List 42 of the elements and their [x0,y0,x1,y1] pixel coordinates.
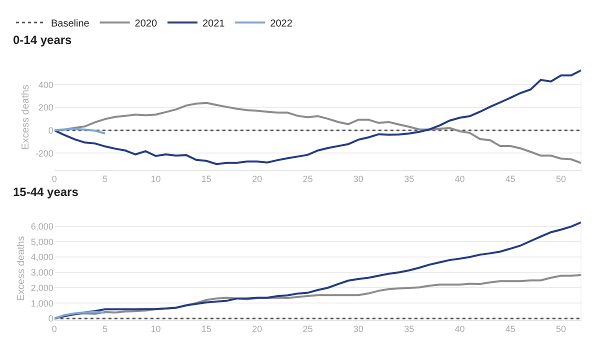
y-tick-label: 0 [48,314,54,324]
y-tick-label: 5,000 [30,236,54,247]
x-tick-label: 10 [150,324,161,334]
x-tick-label: 35 [404,174,414,184]
y-tick-label: 0 [48,125,54,136]
chart-title: 15-44 years [13,185,79,199]
legend-label: Baseline [51,18,90,30]
y-axis-title: Excess deaths [20,84,32,150]
y-tick-label: 200 [38,102,54,113]
legend-label: 2021 [202,18,226,30]
x-tick-label: 20 [252,324,262,334]
x-tick-label: 30 [353,174,364,184]
x-tick-label: 15 [201,324,212,334]
x-tick-label: 15 [201,174,212,184]
x-tick-label: 10 [150,174,161,184]
y-tick-label: 3,000 [30,268,54,278]
x-tick-label: 5 [102,174,108,184]
line-series [54,69,582,166]
x-tick-label: 45 [505,174,516,184]
y-tick-label: 1,000 [30,298,54,308]
y-tick-label: -200 [35,148,54,158]
line-series [54,221,582,320]
y-axis-title: Excess deaths [16,236,27,302]
x-tick-label: 20 [252,174,262,184]
y-tick-label: 400 [38,80,54,90]
x-tick-label: 40 [454,174,465,184]
x-tick-label: 50 [556,324,566,334]
y-tick-label: 2,000 [30,282,54,293]
x-tick-label: 50 [556,174,566,184]
legend-label: 2022 [270,18,293,30]
y-tick-label: 4,000 [30,252,54,262]
x-tick-label: 5 [102,324,108,334]
x-tick-label: 25 [302,174,313,184]
x-tick-label: 35 [404,324,414,334]
legend-label: 2020 [134,18,158,30]
x-tick-label: 40 [454,324,465,334]
line-series [54,310,106,320]
x-tick-label: 25 [302,324,313,334]
x-tick-label: 30 [353,324,364,334]
y-tick-label: 6,000 [30,221,54,232]
x-tick-label: 45 [505,324,516,334]
chart-title: 0-14 years [13,33,72,47]
